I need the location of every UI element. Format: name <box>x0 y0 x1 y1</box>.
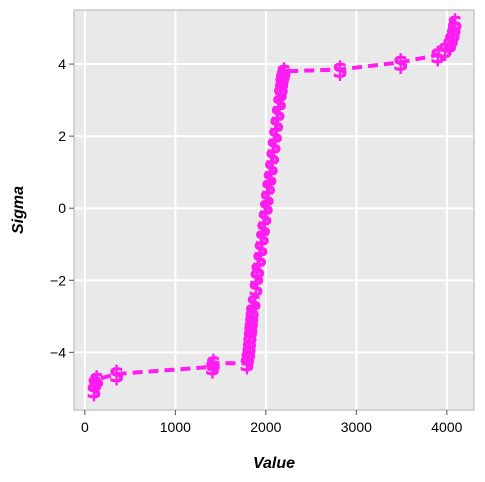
data-point: $ <box>257 206 272 231</box>
x-tick-label: 1000 <box>160 419 191 435</box>
data-point: $ <box>109 363 124 388</box>
data-point: $ <box>249 266 264 291</box>
y-axis-ticks: −4 −2 0 2 4 <box>50 56 74 360</box>
data-point: $ <box>268 123 283 148</box>
data-point: $ <box>205 356 220 381</box>
data-point: $ <box>256 217 271 242</box>
data-point: $ <box>240 347 255 372</box>
data-point: $ <box>430 44 445 69</box>
x-tick-label: 4000 <box>431 419 462 435</box>
data-point: $ <box>262 167 277 192</box>
data-point: $ <box>274 76 289 101</box>
data-point: $ <box>242 325 257 350</box>
y-tick-label: −4 <box>50 344 66 360</box>
data-point: $ <box>265 145 280 170</box>
data-point: $ <box>260 186 275 211</box>
data-point: $ <box>276 60 291 85</box>
data-point: $ <box>437 39 452 64</box>
x-axis-title: Value <box>253 455 295 472</box>
data-point: $ <box>244 305 259 330</box>
data-point: $ <box>86 379 101 404</box>
x-tick-label: 3000 <box>341 419 372 435</box>
data-point: $ <box>243 316 258 341</box>
data-point: $ <box>270 102 285 127</box>
trend-line <box>91 22 457 391</box>
data-point: $ <box>259 195 274 220</box>
data-point: $ <box>255 226 270 251</box>
data-point: $ <box>243 320 258 345</box>
y-axis-title: Sigma <box>10 186 27 234</box>
x-axis-ticks: 0 1000 2000 3000 4000 <box>81 410 463 435</box>
data-point: $ <box>444 28 459 53</box>
data-point: $ <box>261 176 276 201</box>
trend-line-group <box>91 22 457 391</box>
data-point: $ <box>446 22 461 47</box>
data-point: $ <box>250 258 265 283</box>
grid-lines <box>74 10 474 410</box>
data-point: $ <box>206 352 221 377</box>
data-point: $ <box>245 300 260 325</box>
data-point: $ <box>446 17 461 42</box>
x-tick-label: 0 <box>81 419 89 435</box>
data-point: $ <box>242 331 257 356</box>
data-point: $ <box>442 33 457 58</box>
data-point: $ <box>244 311 259 336</box>
data-point: $ <box>87 372 102 397</box>
y-tick-label: 0 <box>58 200 66 216</box>
data-point: $ <box>89 368 104 393</box>
data-point: $ <box>393 51 408 76</box>
data-point: $ <box>241 341 256 366</box>
data-point: $ <box>332 58 347 83</box>
data-point: $ <box>274 67 289 92</box>
data-point: $ <box>239 352 254 377</box>
y-tick-label: −2 <box>50 272 66 288</box>
data-point: $ <box>252 248 267 273</box>
y-tick-label: 4 <box>58 56 66 72</box>
data-point: $ <box>272 91 287 116</box>
data-point: $ <box>248 276 263 301</box>
y-tick-label: 2 <box>58 128 66 144</box>
data-point: $ <box>264 156 279 181</box>
data-points: $$$ $ $$ $$$$$$$$$$$$$$$$$$$$$$$$$$$$$$$$$$… <box>86 11 463 404</box>
data-point: $ <box>266 134 281 159</box>
data-point: $ <box>273 82 288 107</box>
data-point: $ <box>447 12 462 37</box>
data-point: $ <box>241 336 256 361</box>
data-point: $ <box>274 71 289 96</box>
plot-frame <box>73 9 475 411</box>
data-point: $ <box>253 237 268 262</box>
data-point: $ <box>269 113 284 138</box>
data-point: $ <box>246 291 261 316</box>
data-point: $ <box>275 64 290 89</box>
plot-background <box>74 10 474 410</box>
x-tick-label: 2000 <box>250 419 281 435</box>
